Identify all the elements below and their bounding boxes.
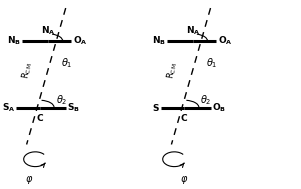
Text: $\theta_2$: $\theta_2$	[56, 93, 67, 107]
Text: $\mathregular{R_{CM}}$: $\mathregular{R_{CM}}$	[20, 61, 35, 80]
Text: $\mathregular{O_A}$: $\mathregular{O_A}$	[73, 35, 88, 47]
Text: $\mathregular{R_{CM}}$: $\mathregular{R_{CM}}$	[165, 61, 180, 80]
Text: $\mathregular{O_A}$: $\mathregular{O_A}$	[218, 35, 232, 47]
Text: $\mathregular{C}$: $\mathregular{C}$	[180, 112, 188, 123]
Text: $\mathregular{N_B}$: $\mathregular{N_B}$	[7, 35, 21, 47]
Text: $\theta_1$: $\theta_1$	[206, 56, 218, 70]
Text: $\mathregular{C}$: $\mathregular{C}$	[36, 112, 44, 123]
Text: $\mathregular{N_A}$: $\mathregular{N_A}$	[41, 24, 56, 37]
Text: $\mathregular{S_B}$: $\mathregular{S_B}$	[67, 101, 80, 114]
Text: $\varphi$: $\varphi$	[180, 174, 189, 186]
Text: $\mathregular{S}$: $\mathregular{S}$	[152, 102, 160, 113]
Text: $\theta_1$: $\theta_1$	[61, 56, 73, 70]
Text: $\mathregular{S_A}$: $\mathregular{S_A}$	[2, 101, 15, 114]
Text: $\mathregular{N_A}$: $\mathregular{N_A}$	[186, 24, 201, 37]
Text: $\mathregular{N_B}$: $\mathregular{N_B}$	[152, 35, 166, 47]
Text: $\varphi$: $\varphi$	[25, 174, 34, 186]
Text: $\theta_2$: $\theta_2$	[200, 93, 212, 107]
Text: $\mathregular{O_B}$: $\mathregular{O_B}$	[212, 101, 226, 114]
